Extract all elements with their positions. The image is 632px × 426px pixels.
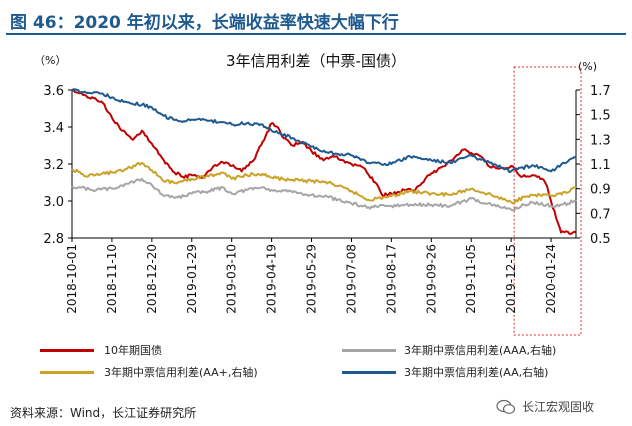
legend-label-aaplus: 3年期中票信用利差(AA+,右轴): [104, 366, 258, 379]
series-line-1: [71, 177, 577, 212]
left-tick-label: 2.8: [43, 232, 64, 247]
right-tick-label: 0.5: [590, 232, 611, 247]
legend-label-10y: 10年期国债: [104, 344, 162, 357]
x-tick-label: 2019-09-26: [424, 244, 438, 314]
legend-label-aa: 3年期中票信用利差(AA,右轴): [404, 366, 549, 379]
series-line-2: [71, 161, 576, 205]
x-tick-label: 2019-12-15: [504, 244, 518, 314]
left-axis-unit: （%）: [34, 54, 66, 67]
left-tick-label: 3.2: [43, 158, 64, 173]
series-line-0: [71, 88, 577, 235]
watermark-text: 长江宏观固收: [522, 400, 595, 414]
line-chart: 3年信用利差（中票-国债） （%） (%) 2.8 3.0 3.2 3.4 3.6 0.5…: [34, 52, 611, 336]
right-axis-unit: (%): [578, 60, 597, 73]
x-tick-label: 2020-01-24: [544, 244, 558, 314]
left-tick-label: 3.0: [43, 195, 64, 210]
figure-title: 图 46：2020 年初以来，长端收益率快速大幅下行: [10, 13, 399, 33]
right-tick-label: 1.1: [590, 158, 611, 173]
right-tick-label: 1.5: [590, 109, 611, 124]
x-tick-label: 2019-11-05: [464, 244, 478, 314]
x-tick-label: 2019-05-29: [305, 244, 319, 314]
source-note: 资料来源：Wind，长江证券研究所: [10, 406, 197, 420]
right-tick-label: 0.9: [590, 183, 611, 198]
x-tick-label: 2018-10-01: [65, 244, 79, 314]
chart-title: 3年信用利差（中票-国债）: [226, 52, 406, 70]
x-tick-label: 2019-07-08: [344, 244, 358, 314]
title-rule: [6, 33, 626, 35]
right-tick-label: 0.7: [590, 207, 611, 222]
watermark: 长江宏观固收: [496, 398, 594, 415]
x-tick-label: 2018-11-10: [105, 244, 119, 314]
x-tick-label: 2019-03-10: [225, 244, 239, 314]
x-tick-label: 2018-12-20: [145, 244, 159, 314]
right-tick-label: 1.3: [590, 133, 611, 148]
x-tick-label: 2019-08-17: [384, 244, 398, 314]
series-line-3: [71, 88, 577, 174]
left-tick-label: 3.6: [43, 84, 64, 99]
right-tick-label: 1.7: [590, 84, 611, 99]
legend-swatch-aaa: [342, 349, 396, 352]
left-tick-label: 3.4: [43, 121, 64, 136]
wechat-icon: [496, 399, 516, 414]
legend-swatch-aa: [342, 371, 396, 374]
legend-swatch-10y: [40, 349, 94, 352]
x-tick-label: 2019-01-29: [185, 244, 199, 314]
legend-swatch-aaplus: [40, 371, 94, 374]
x-tick-label: 2019-04-19: [265, 244, 279, 314]
legend-label-aaa: 3年期中票信用利差(AAA,右轴): [404, 344, 557, 357]
highlight-box: [513, 66, 582, 336]
